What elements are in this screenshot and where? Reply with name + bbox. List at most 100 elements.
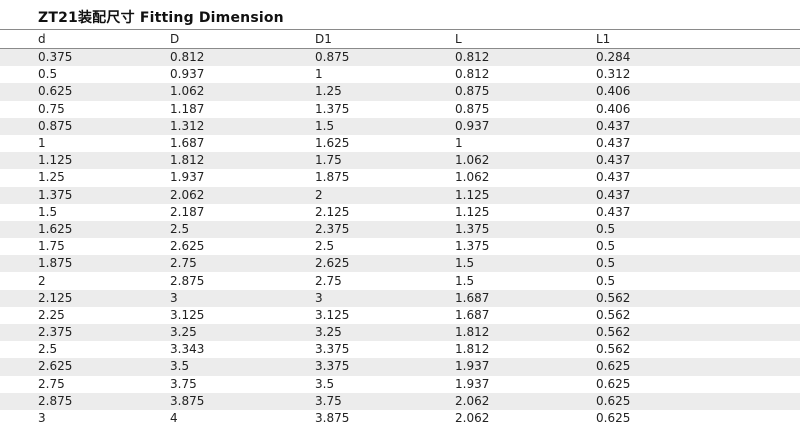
table-cell: 0.625	[38, 84, 73, 99]
table-cell: 0.937	[455, 118, 490, 133]
table-row: 2.25 3.125 3.125 1.687 0.562	[0, 306, 800, 324]
table-cell: 2.062	[170, 187, 205, 202]
table-cell: 1	[315, 67, 323, 82]
title-bar: ZT21装配尺寸 Fitting Dimension	[0, 0, 800, 30]
table-cell: 1.812	[455, 342, 490, 357]
table-cell: 0.625	[596, 393, 631, 408]
table-row: 1.875 2.75 2.625 1.5 0.5	[0, 255, 800, 273]
table-cell: 1.937	[455, 376, 490, 391]
table-cell: 3.875	[315, 411, 350, 426]
table-row: 2.125 3 3 1.687 0.562	[0, 289, 800, 307]
table-row: 1.125 1.812 1.75 1.062 0.437	[0, 152, 800, 170]
table-cell: 3.5	[170, 359, 190, 374]
table-cell: 1.687	[455, 307, 490, 322]
table-cell: 0.312	[596, 67, 631, 82]
table-cell: 3.875	[170, 393, 205, 408]
table-cell: 1.312	[170, 118, 205, 133]
table-cell: 1.937	[455, 359, 490, 374]
table-row: 2.75 3.75 3.5 1.937 0.625	[0, 375, 800, 393]
table-cell: 3.375	[315, 342, 350, 357]
table-cell: 1.5	[38, 204, 58, 219]
table-cell: 2.75	[170, 256, 197, 271]
table-row: 1.5 2.187 2.125 1.125 0.437	[0, 203, 800, 221]
table-cell: 0.562	[596, 325, 631, 340]
table-cell: 3	[315, 290, 323, 305]
table-cell: 3.125	[170, 307, 205, 322]
table-cell: 0.437	[596, 204, 631, 219]
table-cell: 1.5	[455, 256, 475, 271]
table-cell: 2	[38, 273, 46, 288]
table-cell: 3.343	[170, 342, 205, 357]
table-cell: 0.875	[38, 118, 73, 133]
table-cell: 1.25	[38, 170, 65, 185]
table-cell: 0.562	[596, 307, 631, 322]
table-cell: 2.625	[315, 256, 350, 271]
table-cell: 0.812	[455, 67, 490, 82]
table-cell: 2.75	[315, 273, 342, 288]
table-cell: 1.75	[38, 239, 65, 254]
table-row: 1.375 2.062 2 1.125 0.437	[0, 186, 800, 204]
table-cell: 1.125	[455, 204, 490, 219]
table-cell: 0.75	[38, 101, 65, 116]
table-cell: 0.937	[170, 67, 205, 82]
table-cell: 2.375	[315, 221, 350, 236]
table-cell: 0.5	[38, 67, 58, 82]
table-cell: 0.625	[596, 411, 631, 426]
table-cell: 2.062	[455, 393, 490, 408]
table-cell: 3	[38, 411, 46, 426]
table-row: 2.375 3.25 3.25 1.812 0.562	[0, 324, 800, 342]
table-cell: 1.375	[315, 101, 350, 116]
table-cell: 1.375	[455, 239, 490, 254]
table-cell: 0.5	[596, 273, 616, 288]
table-row: 1.25 1.937 1.875 1.062 0.437	[0, 169, 800, 187]
table-cell: 0.406	[596, 101, 631, 116]
table-cell: 1.812	[455, 325, 490, 340]
table-cell: 2.625	[38, 359, 73, 374]
table-cell: 2.187	[170, 204, 205, 219]
table-cell: 1.187	[170, 101, 205, 116]
table-cell: 1.875	[315, 170, 350, 185]
table-cell: 2.25	[38, 307, 65, 322]
table-cell: 2.5	[170, 221, 190, 236]
fitting-dimension-table: d D D1 L L1 0.375 0.812 0.875 0.812 0.284 0.5…	[0, 30, 800, 428]
table-cell: 0.437	[596, 187, 631, 202]
table-cell: 0.875	[455, 84, 490, 99]
table-cell: 0.875	[315, 50, 350, 65]
table-row: 1 1.687 1.625 1 0.437	[0, 134, 800, 153]
table-cell: 0.812	[455, 50, 490, 65]
table-row: 0.875 1.312 1.5 0.937 0.437	[0, 117, 800, 135]
table-cell: 1.062	[455, 153, 490, 168]
table-cell: 0.5	[596, 239, 616, 254]
table-cell: 2.125	[38, 290, 73, 305]
table-cell: 3.375	[315, 359, 350, 374]
table-cell: 3.5	[315, 376, 335, 391]
table-row: 3 4 3.875 2.062 0.625	[0, 409, 800, 428]
table-cell: 1.125	[455, 187, 490, 202]
table-cell: 0.437	[596, 136, 631, 151]
table-cell: 3	[170, 290, 178, 305]
table-cell: 0.5	[596, 256, 616, 271]
column-header-D: D	[170, 31, 180, 46]
table-cell: 1.75	[315, 153, 342, 168]
table-cell: 0.437	[596, 170, 631, 185]
table-cell: 0.284	[596, 50, 631, 65]
table-cell: 1.875	[38, 256, 73, 271]
table-cell: 0.562	[596, 290, 631, 305]
table-row: 0.5 0.937 1 0.812 0.312	[0, 66, 800, 84]
table-cell: 1.125	[38, 153, 73, 168]
table-cell: 2.75	[38, 376, 65, 391]
table-cell: 0.625	[596, 376, 631, 391]
table-row: 1.75 2.625 2.5 1.375 0.5	[0, 238, 800, 256]
table-cell: 0.375	[38, 50, 73, 65]
table-cell: 1.625	[38, 221, 73, 236]
table-cell: 3.25	[315, 325, 342, 340]
table-row: 2 2.875 2.75 1.5 0.5	[0, 272, 800, 290]
table-cell: 1.5	[315, 118, 335, 133]
table-cell: 1.375	[38, 187, 73, 202]
table-cell: 2.875	[170, 273, 205, 288]
table-header-row: d D D1 L L1	[0, 30, 800, 49]
table-cell: 3.75	[315, 393, 342, 408]
table-cell: 1.625	[315, 136, 350, 151]
table-cell: 1.937	[170, 170, 205, 185]
